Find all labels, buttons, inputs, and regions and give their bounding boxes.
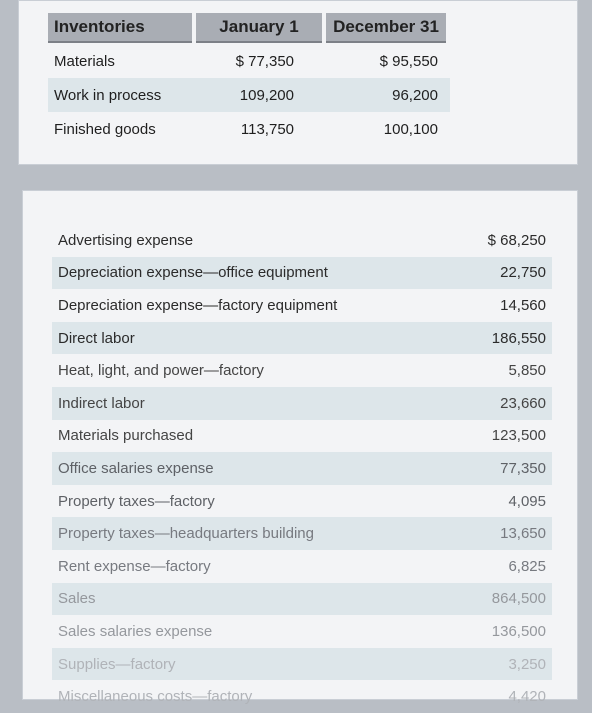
- list-item: Sales 864,500: [52, 582, 552, 616]
- row-jan-value: 109,200: [239, 86, 294, 104]
- expense-label: Rent expense—factory: [58, 557, 211, 575]
- row-label: Finished goods: [54, 120, 156, 138]
- list-item: Depreciation expense—office equipment 22…: [52, 256, 552, 290]
- table-row: Finished goods 113,750 100,100: [48, 112, 450, 146]
- list-item: Advertising expense $ 68,250: [52, 224, 552, 257]
- row-jan-value: 113,750: [240, 120, 294, 138]
- expense-label: Office salaries expense: [58, 459, 214, 477]
- list-item: Rent expense—factory 6,825: [52, 550, 552, 583]
- expense-label: Direct labor: [58, 329, 135, 347]
- expense-value: 77,350: [500, 459, 546, 477]
- list-item: Property taxes—factory 4,095: [52, 485, 552, 518]
- list-item: Office salaries expense 77,350: [52, 452, 552, 485]
- expense-label: Indirect labor: [58, 394, 145, 412]
- expense-value: 6,825: [508, 557, 546, 575]
- inventories-panel: Inventories January 1 December 31 Materi…: [18, 0, 578, 165]
- list-item: Indirect labor 23,660: [52, 386, 552, 420]
- expense-value: 14,560: [500, 296, 546, 314]
- row-label: Work in process: [48, 86, 192, 104]
- expense-label: Materials purchased: [58, 427, 194, 445]
- row-dec-value: 100,100: [383, 120, 438, 138]
- row-jan-value: $ 77,350: [235, 52, 294, 70]
- expense-value: 136,500: [491, 622, 546, 640]
- row-dec-value: 96,200: [392, 86, 438, 104]
- expense-label: Miscellaneous costs—factory: [58, 688, 253, 706]
- expense-value: 3,250: [508, 655, 546, 673]
- row-dec-value: $ 95,550: [379, 52, 438, 70]
- expense-value: 13,650: [500, 525, 546, 543]
- expense-value: 22,750: [500, 264, 546, 282]
- expense-label: Depreciation expense—office equipment: [58, 264, 328, 282]
- expense-label: Sales: [58, 590, 96, 608]
- expense-label: Heat, light, and power—factory: [58, 362, 264, 380]
- expense-label: Sales salaries expense: [58, 622, 213, 640]
- row-label: Materials: [54, 52, 115, 70]
- expense-value: 186,550: [491, 329, 546, 347]
- expense-value: 23,660: [500, 394, 546, 412]
- expense-value: 4,095: [508, 492, 546, 510]
- table-row: Work in process 109,200 96,200: [48, 78, 450, 112]
- list-item: Heat, light, and power—factory 5,850: [52, 354, 552, 387]
- list-item: Direct labor 186,550: [52, 321, 552, 355]
- expense-label: Advertising expense: [58, 231, 194, 249]
- expense-value: 864,500: [491, 590, 546, 608]
- expenses-panel: Advertising expense $ 68,250 Depreciatio…: [22, 190, 578, 705]
- inventories-header-row: Inventories January 1 December 31: [48, 12, 450, 44]
- expense-value: 4,420: [508, 688, 546, 706]
- list-item: Supplies—factory 3,250: [52, 647, 552, 681]
- expense-label: Supplies—factory: [58, 655, 176, 673]
- list-item: Depreciation expense—factory equipment 1…: [52, 289, 552, 322]
- expense-label: Property taxes—factory: [58, 492, 215, 510]
- header-january-1: January 1: [196, 13, 322, 43]
- list-item: Materials purchased 123,500: [52, 420, 552, 453]
- list-item: Sales salaries expense 136,500: [52, 615, 552, 648]
- expense-value: 123,500: [491, 427, 546, 445]
- expense-value: 5,850: [508, 362, 546, 380]
- table-row: Materials $ 77,350 $ 95,550: [48, 44, 450, 78]
- list-item: Property taxes—headquarters building 13,…: [52, 517, 552, 550]
- expenses-list: Advertising expense $ 68,250 Depreciatio…: [52, 224, 552, 713]
- expense-value: $ 68,250: [487, 231, 546, 249]
- expense-label: Property taxes—headquarters building: [58, 525, 314, 543]
- expense-label: Depreciation expense—factory equipment: [58, 296, 338, 314]
- header-december-31: December 31: [326, 13, 446, 43]
- header-inventories: Inventories: [48, 13, 192, 43]
- inventories-table: Inventories January 1 December 31 Materi…: [48, 12, 450, 146]
- list-item: Miscellaneous costs—factory 4,420: [52, 680, 552, 713]
